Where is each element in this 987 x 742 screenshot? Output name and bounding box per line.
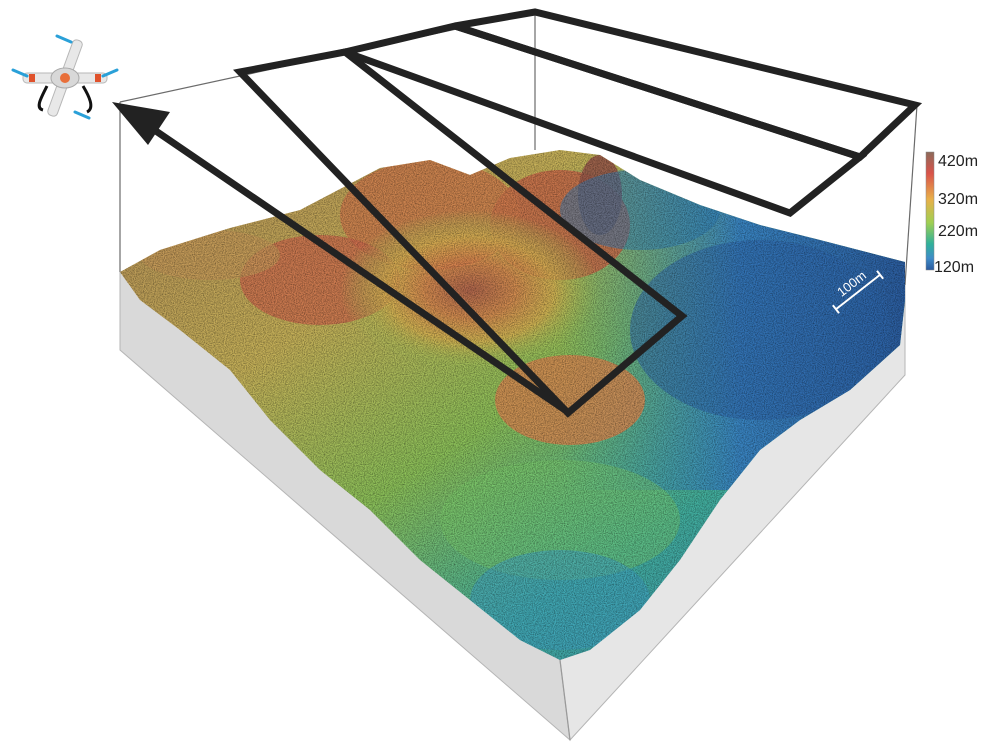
colorbar-gradient <box>925 151 935 271</box>
colorbar-tick-120: 120m <box>934 259 974 276</box>
colorbar-tick-220: 220m <box>938 223 978 240</box>
flight-direction-arrow <box>112 102 567 413</box>
colorbar-tick-320: 320m <box>938 191 978 208</box>
drone-icon <box>11 34 119 120</box>
elevation-colorbar: 420m 320m 220m 120m <box>925 151 978 276</box>
colorbar-tick-420: 420m <box>938 153 978 170</box>
flight-strip-back <box>453 8 923 161</box>
flight-strip-front <box>232 48 688 418</box>
flight-path-frames <box>232 8 923 418</box>
block-front-edge <box>559 659 571 741</box>
